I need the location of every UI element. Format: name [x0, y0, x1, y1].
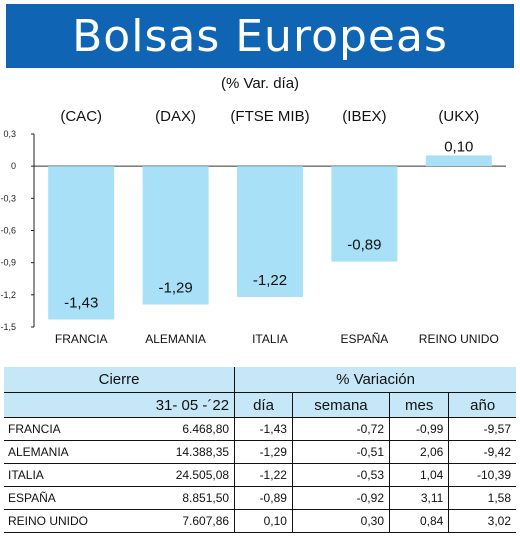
bar: [48, 166, 115, 320]
y-tick-label: -0,3: [0, 193, 16, 203]
data-label: 0,10: [444, 138, 473, 155]
bar: [237, 166, 303, 297]
page-title: Bolsas Europeas: [72, 10, 448, 62]
category-label: REINO UNIDO: [419, 332, 499, 346]
header-anio: año: [448, 392, 516, 418]
data-label: -1,22: [253, 272, 287, 289]
table-row: ITALIA 24.505,08 -1,22 -0,53 1,04 -10,39: [4, 463, 516, 487]
header-mes: mes: [389, 392, 450, 418]
row-name: ITALIA: [4, 463, 139, 487]
row-mes: -0,99: [389, 417, 450, 441]
header-date: 31- 05 -´22: [4, 392, 236, 418]
index-label: (UKX): [438, 108, 479, 125]
row-mes: 3,11: [389, 486, 450, 510]
row-name: ESPAÑA: [4, 486, 139, 510]
row-cierre: 6.468,80: [138, 417, 236, 441]
category-label: ALEMANIA: [145, 332, 206, 346]
row-semana: -0,72: [292, 417, 391, 441]
bar: [331, 166, 398, 262]
category-label: FRANCIA: [55, 332, 108, 346]
y-tick-label: -0,6: [0, 226, 16, 236]
bar-chart: 0,3 0 -0,3 -0,6 -0,9 -1,2 -1,5 (CAC) FRANCIA -1,4…: [0, 108, 506, 346]
row-mes: 0,84: [389, 509, 450, 533]
row-anio: -9,57: [448, 417, 516, 441]
row-anio: 3,02: [448, 509, 516, 533]
data-label: -1,43: [64, 294, 98, 311]
row-cierre: 8.851,50: [138, 486, 236, 510]
chart-subtitle: (% Var. día): [220, 75, 300, 92]
table-row: REINO UNIDO 7.607,86 0,10 0,30 0,84 3,02: [4, 509, 516, 533]
header-dia: día: [234, 392, 293, 418]
row-dia: -1,29: [234, 440, 293, 464]
category-label: ESPAÑA: [341, 332, 389, 346]
row-dia: -1,22: [234, 463, 293, 487]
y-tick-label: -0,9: [0, 258, 16, 268]
row-dia: -0,89: [234, 486, 293, 510]
row-mes: 2,06: [389, 440, 450, 464]
header-cierre: Cierre: [4, 367, 236, 393]
table-row: ESPAÑA 8.851,50 -0,89 -0,92 3,11 1,58: [4, 486, 516, 510]
row-cierre: 14.388,35: [138, 440, 236, 464]
y-tick-label: -1,2: [0, 290, 16, 300]
stock-table: Cierre % Variación 31- 05 -´22 día seman…: [4, 367, 516, 533]
header-variacion: % Variación: [234, 367, 516, 393]
row-semana: -0,92: [292, 486, 391, 510]
row-dia: 0,10: [234, 509, 293, 533]
row-semana: 0,30: [292, 509, 391, 533]
row-semana: -0,51: [292, 440, 391, 464]
title-banner: Bolsas Europeas: [6, 4, 514, 68]
table-row: FRANCIA 6.468,80 -1,43 -0,72 -0,99 -9,57: [4, 417, 516, 441]
category-label: ITALIA: [252, 332, 288, 346]
row-name: FRANCIA: [4, 417, 139, 441]
index-label: (IBEX): [342, 108, 386, 125]
data-label: -1,29: [158, 279, 192, 296]
row-anio: -10,39: [448, 463, 516, 487]
data-label: -0,89: [347, 237, 381, 254]
row-anio: -9,42: [448, 440, 516, 464]
index-label: (FTSE MIB): [230, 108, 309, 125]
y-tick-label: 0: [11, 161, 16, 171]
row-mes: 1,04: [389, 463, 450, 487]
bar: [142, 166, 209, 305]
index-label: (CAC): [60, 108, 102, 125]
row-name: ALEMANIA: [4, 440, 139, 464]
row-dia: -1,43: [234, 417, 293, 441]
y-tick-label: -1,5: [0, 322, 16, 332]
row-name: REINO UNIDO: [4, 509, 139, 533]
bar: [425, 155, 492, 167]
index-label: (DAX): [155, 108, 196, 125]
y-tick-label: 0,3: [3, 129, 16, 139]
row-anio: 1,58: [448, 486, 516, 510]
header-semana: semana: [292, 392, 391, 418]
row-cierre: 7.607,86: [138, 509, 236, 533]
table-row: ALEMANIA 14.388,35 -1,29 -0,51 2,06 -9,4…: [4, 440, 516, 464]
row-semana: -0,53: [292, 463, 391, 487]
row-cierre: 24.505,08: [138, 463, 236, 487]
